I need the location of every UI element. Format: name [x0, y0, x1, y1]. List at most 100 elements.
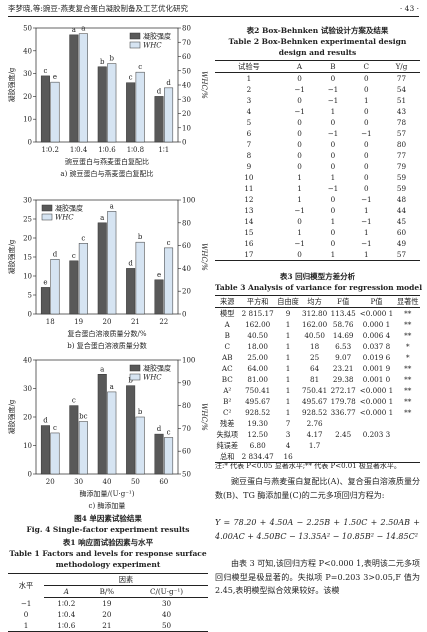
y-tick-label: 20	[23, 414, 32, 422]
empty-cell	[395, 440, 420, 451]
table-cell: 57	[396, 129, 407, 138]
y2-tick-label: 10	[182, 124, 191, 132]
table-row: B 40.50 1 40.50 14.69 0.006 4 **	[215, 330, 420, 341]
table-cell: 0	[330, 151, 336, 160]
bar	[50, 81, 60, 143]
table-cell: 50	[125, 620, 208, 632]
empty-cell	[300, 451, 329, 463]
y2-tick-label: 60	[182, 53, 191, 61]
table-cell: −1	[360, 129, 372, 138]
significance-letter: c	[43, 67, 47, 75]
y-axis-label: 凝胶强度/g	[7, 239, 16, 274]
significance-letter: e	[43, 278, 47, 286]
empty-cell	[357, 440, 395, 451]
legend-label: 凝胶强度	[55, 204, 83, 213]
table-row: 4 −1 1 0 43	[215, 106, 420, 117]
x-tick-label: 20	[46, 478, 55, 486]
table-cell: 0	[297, 118, 302, 127]
y-tick-label: 30	[23, 385, 32, 393]
empty-cell	[329, 440, 358, 451]
y-tick-label: 30	[23, 197, 32, 205]
table-cell: 0	[330, 228, 336, 237]
bar	[135, 241, 145, 315]
table-cell: 失拟项	[216, 429, 239, 439]
table-row: 总和 2 834.47 16	[215, 451, 420, 463]
table-cell: 113.45	[330, 309, 356, 318]
table-cell: **	[404, 408, 412, 417]
table-cell: C²	[223, 408, 232, 417]
chart-caption: c) 酶添加量	[89, 501, 126, 510]
table-cell: −1	[294, 107, 305, 116]
table-cell: 495.67	[245, 397, 271, 406]
table-cell: 0	[297, 151, 302, 160]
y2-tick-label: 100	[182, 197, 195, 205]
table-cell: 16	[275, 451, 301, 463]
table-cell: 0	[330, 162, 336, 171]
table-row: 13 −1 0 1 44	[215, 205, 420, 216]
y-tick-label: 10	[23, 116, 32, 124]
table-caption: 表3 回归模型方差分析	[279, 272, 356, 281]
table-cell: 25.00	[247, 353, 268, 362]
table-row: C² 928.52 1 928.52 336.77 <0.000 1 **	[215, 407, 420, 418]
bar	[69, 405, 79, 475]
table-cell: 162.00	[245, 320, 271, 329]
significance-letter: c	[138, 63, 142, 71]
bar	[69, 34, 79, 143]
table-cell: 17	[215, 249, 283, 261]
table-cell: 3	[246, 96, 252, 105]
table-cell: 8	[246, 151, 252, 160]
table-cell: 0.037 8	[362, 342, 391, 351]
table-cell: B²	[223, 397, 232, 406]
y-tick-label: 40	[23, 47, 32, 55]
empty-cell	[328, 451, 358, 463]
table-cell: 6.53	[335, 342, 352, 351]
table-cell: 0	[363, 184, 369, 193]
y-tick-label: 15	[23, 254, 32, 262]
y2-tick-label: 50	[182, 471, 191, 479]
table-cell: 0	[297, 140, 302, 149]
legend-swatch	[41, 204, 53, 212]
significance-letter: c	[72, 252, 76, 260]
equation: Y = 78.20 + 4.50A − 2.25B + 1.50C + 2.50…	[215, 518, 420, 541]
legend-swatch	[129, 364, 141, 372]
table-cell: −1	[327, 85, 339, 94]
table-cell: 1	[285, 375, 291, 384]
table-cell: 0	[297, 96, 302, 105]
table-cell: 25	[310, 353, 320, 362]
table-cell: 81	[310, 375, 320, 384]
table-cell: **	[404, 309, 412, 318]
significance-letter: b	[128, 377, 133, 385]
header-cell: Y/g	[382, 60, 420, 73]
table-cell: <0.000 1	[359, 397, 394, 406]
legend-swatch	[41, 213, 53, 221]
table-row: B² 495.67 1 495.67 179.78 <0.000 1 **	[215, 396, 420, 407]
table-cell: 60	[396, 228, 407, 237]
y-tick-label: 0	[28, 311, 32, 319]
table3: 来源 平方和 自由度 均方 F值 P值 显著性 模型 2 815.17 9 312.80 113.45…	[215, 295, 420, 463]
table-cell: 9	[285, 309, 291, 318]
table-cell: 1	[363, 96, 369, 105]
table-cell: **	[404, 331, 412, 340]
bar	[154, 279, 164, 315]
y2-tick-label: 20	[182, 288, 191, 296]
header-cell: 因素	[43, 573, 208, 586]
y-tick-label: 10	[23, 273, 32, 281]
y2-tick-label: 80	[182, 219, 191, 227]
y2-tick-label: 0	[182, 139, 186, 147]
header-cell: C	[349, 60, 383, 73]
significance-letter: d	[53, 250, 58, 258]
table-cell: 1	[297, 228, 302, 237]
table-cell: 0	[363, 118, 369, 127]
header-cell: 水平	[8, 573, 44, 598]
table-note: 注:* 代表 P<0.05 显著水平;** 代表 P<0.01 极显著水平。	[215, 462, 401, 470]
table-row: 0 1∶0.4 20 40	[8, 609, 208, 620]
table-cell: 0	[330, 118, 336, 127]
table-row: −1 1∶0.2 19 30	[8, 598, 208, 610]
table-row: 12 1 0 −1 48	[215, 194, 420, 205]
significance-letter: b	[110, 55, 115, 63]
table-cell: 0.203 3	[362, 430, 391, 439]
header-cell: B	[316, 60, 350, 73]
table-cell: 43	[396, 107, 407, 116]
y-axis-label: 凝胶强度/g	[7, 399, 16, 434]
table-row: 纯误差 6.80 4 1.7	[215, 440, 420, 451]
